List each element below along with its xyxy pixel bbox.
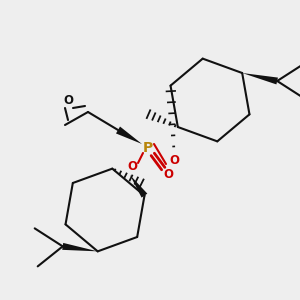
Polygon shape — [130, 175, 147, 198]
Text: O: O — [163, 169, 173, 182]
Text: O: O — [127, 160, 137, 173]
Polygon shape — [116, 127, 142, 144]
Polygon shape — [242, 73, 278, 84]
Polygon shape — [62, 243, 98, 251]
Text: O: O — [63, 94, 73, 106]
Text: P: P — [143, 141, 153, 155]
Text: O: O — [169, 154, 179, 166]
